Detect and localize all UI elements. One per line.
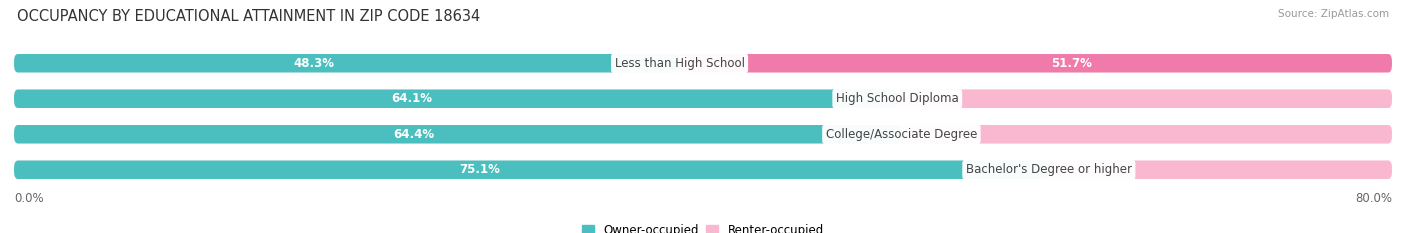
FancyBboxPatch shape	[14, 161, 1049, 179]
Text: College/Associate Degree: College/Associate Degree	[825, 128, 977, 141]
Text: Source: ZipAtlas.com: Source: ZipAtlas.com	[1278, 9, 1389, 19]
Text: High School Diploma: High School Diploma	[837, 92, 959, 105]
FancyBboxPatch shape	[14, 89, 897, 108]
FancyBboxPatch shape	[897, 89, 1392, 108]
Text: 64.4%: 64.4%	[392, 128, 434, 141]
Legend: Owner-occupied, Renter-occupied: Owner-occupied, Renter-occupied	[578, 219, 828, 233]
Text: OCCUPANCY BY EDUCATIONAL ATTAINMENT IN ZIP CODE 18634: OCCUPANCY BY EDUCATIONAL ATTAINMENT IN Z…	[17, 9, 479, 24]
FancyBboxPatch shape	[901, 125, 1392, 144]
FancyBboxPatch shape	[14, 54, 1392, 72]
FancyBboxPatch shape	[14, 125, 901, 144]
FancyBboxPatch shape	[14, 125, 1392, 144]
Text: 48.3%: 48.3%	[292, 57, 335, 70]
Text: 64.1%: 64.1%	[391, 92, 432, 105]
FancyBboxPatch shape	[14, 161, 1392, 179]
FancyBboxPatch shape	[1049, 161, 1392, 179]
Text: Less than High School: Less than High School	[614, 57, 745, 70]
FancyBboxPatch shape	[679, 54, 1392, 72]
Text: Bachelor's Degree or higher: Bachelor's Degree or higher	[966, 163, 1132, 176]
Text: 80.0%: 80.0%	[1355, 192, 1392, 205]
Text: 0.0%: 0.0%	[14, 192, 44, 205]
Text: 75.1%: 75.1%	[460, 163, 501, 176]
FancyBboxPatch shape	[14, 89, 1392, 108]
FancyBboxPatch shape	[14, 54, 679, 72]
Text: 51.7%: 51.7%	[1050, 57, 1092, 70]
